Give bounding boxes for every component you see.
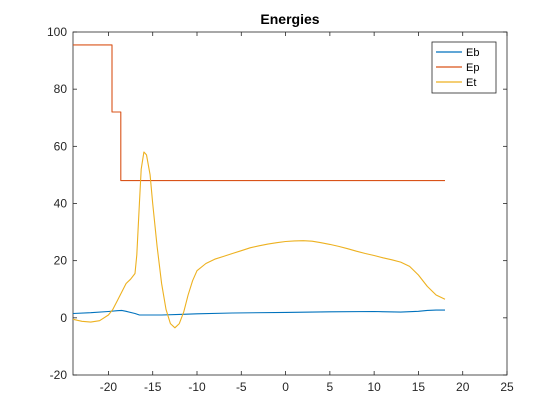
x-tick-label: 15 — [412, 380, 426, 394]
y-tick-label: -20 — [50, 368, 68, 382]
x-tick-label: -5 — [236, 380, 247, 394]
series-line-et — [73, 151, 446, 329]
y-tick-label: 80 — [54, 82, 68, 96]
x-tick-label: 10 — [367, 380, 381, 394]
x-tick-label: 5 — [327, 380, 334, 394]
x-tick-label: 0 — [282, 380, 289, 394]
legend-label-et: Et — [466, 77, 476, 89]
x-tick-label: -10 — [188, 380, 206, 394]
y-tick-label: 60 — [54, 139, 68, 153]
legend-label-ep: Ep — [466, 62, 479, 74]
x-tick-label: 25 — [500, 380, 514, 394]
y-tick-label: 20 — [54, 254, 68, 268]
y-tick-label: 100 — [47, 25, 67, 39]
x-tick-label: -15 — [144, 380, 162, 394]
y-tick-label: 0 — [60, 311, 67, 325]
y-tick-label: 40 — [54, 197, 68, 211]
legend: Eb Ep Et — [431, 41, 497, 94]
x-tick-label: -20 — [100, 380, 118, 394]
x-tick-label: 20 — [456, 380, 470, 394]
chart-title: Energies — [260, 11, 319, 27]
series-group — [73, 44, 446, 329]
series-line-ep — [73, 44, 445, 182]
series-line-eb — [73, 309, 445, 316]
legend-label-eb: Eb — [466, 47, 479, 59]
